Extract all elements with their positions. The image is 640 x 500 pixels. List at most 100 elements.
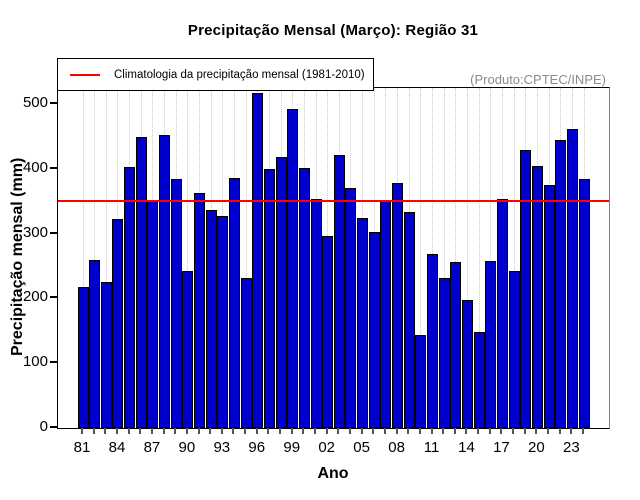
x-tick-2020 [535, 428, 538, 434]
y-tick-label-0: 0 [39, 418, 48, 435]
bar-1998 [275, 156, 287, 428]
x-tick-1993 [220, 428, 223, 434]
bar-1984 [112, 219, 124, 428]
x-tick-2011 [430, 428, 433, 434]
x-tick-1999 [290, 428, 293, 434]
bar-1987 [147, 200, 159, 428]
x-tick-label-2011: 11 [423, 439, 440, 456]
x-tick-label-2020: 20 [528, 439, 545, 456]
y-tick-label-300: 300 [22, 223, 48, 241]
x-tick-2007 [383, 428, 386, 434]
bar-2011 [427, 253, 439, 428]
bar-1986 [135, 137, 147, 428]
bar-2020 [531, 166, 543, 428]
x-tick-2012 [442, 428, 445, 434]
climatology-line [58, 200, 609, 203]
gridline-2013 [455, 88, 457, 428]
x-tick-1981 [81, 428, 83, 434]
x-tick-2017 [500, 428, 503, 434]
y-tick-300 [50, 231, 57, 234]
x-tick-1984 [115, 428, 118, 434]
y-tick-label-500: 500 [22, 94, 48, 112]
x-tick-label-2023: 23 [563, 439, 580, 456]
bar-1988 [159, 134, 171, 428]
bar-2018 [508, 270, 520, 428]
x-tick-label-1996: 96 [248, 439, 266, 456]
x-tick-label-1984: 84 [108, 439, 126, 456]
y-tick-label-400: 400 [22, 158, 48, 176]
x-tick-1990 [185, 428, 188, 434]
gridline-2012 [443, 88, 445, 428]
bar-2021 [543, 184, 555, 428]
bar-2019 [520, 150, 532, 428]
bar-2006 [368, 231, 380, 428]
x-axis-label: Ano [317, 465, 349, 482]
bar-2013 [450, 261, 462, 428]
x-tick-2008 [395, 428, 398, 434]
y-tick-500 [50, 102, 57, 105]
bar-1985 [124, 167, 136, 428]
bar-2001 [310, 199, 322, 428]
x-tick-label-1990: 90 [178, 439, 196, 456]
bar-2023 [566, 128, 578, 428]
y-tick-200 [50, 296, 57, 299]
x-tick-label-1993: 93 [213, 439, 231, 456]
x-tick-2013 [453, 428, 456, 434]
bar-1995 [240, 277, 252, 428]
bar-1997 [263, 168, 275, 428]
bar-1996 [252, 93, 264, 428]
x-tick-2003 [337, 428, 340, 434]
gridline-2016 [490, 88, 492, 428]
bar-1981 [77, 286, 89, 428]
bar-1983 [100, 282, 112, 428]
y-tick-0 [50, 426, 57, 428]
x-tick-1986 [139, 428, 142, 434]
bar-2012 [438, 277, 450, 428]
bar-2004 [345, 187, 357, 428]
x-tick-1998 [279, 428, 282, 434]
x-tick-label-1981: 81 [73, 439, 91, 456]
x-tick-2014 [465, 428, 468, 434]
gridline-1981 [82, 88, 84, 428]
gridline-2014 [466, 88, 468, 428]
x-tick-label-2014: 14 [458, 439, 475, 456]
x-tick-2016 [488, 428, 491, 434]
x-tick-2002 [325, 428, 328, 434]
x-tick-1997 [267, 428, 270, 434]
bar-1989 [170, 179, 182, 428]
bar-1994 [228, 178, 240, 428]
x-tick-1982 [92, 428, 95, 434]
x-tick-label-2008: 08 [388, 439, 405, 456]
x-tick-1996 [255, 428, 258, 434]
bar-2000 [298, 167, 310, 428]
x-tick-2010 [418, 428, 421, 434]
bar-2010 [415, 334, 427, 428]
x-tick-2001 [314, 428, 317, 434]
x-tick-1985 [127, 428, 130, 434]
x-tick-2009 [407, 428, 410, 434]
x-tick-2018 [512, 428, 515, 434]
bar-2022 [555, 139, 567, 428]
x-tick-2004 [348, 428, 351, 434]
bar-2005 [357, 218, 369, 428]
y-axis-label: Precipitação mensal (mm) [9, 157, 26, 357]
plot-area [57, 87, 610, 429]
x-tick-1995 [244, 428, 247, 434]
x-tick-1987 [150, 428, 153, 434]
y-tick-400 [50, 166, 57, 169]
bar-1991 [194, 192, 205, 428]
y-tick-100 [50, 361, 57, 364]
bar-1993 [217, 215, 229, 428]
x-tick-2006 [372, 428, 375, 434]
x-tick-2015 [477, 428, 480, 434]
x-tick-1991 [197, 428, 200, 434]
bar-2008 [392, 183, 404, 428]
bar-1982 [89, 259, 101, 428]
gridline-2010 [420, 88, 422, 428]
gridline-1995 [245, 88, 247, 428]
gridline-1983 [105, 88, 107, 428]
x-tick-label-2002: 02 [318, 439, 336, 456]
bar-2007 [380, 200, 392, 428]
x-tick-2021 [547, 428, 550, 434]
